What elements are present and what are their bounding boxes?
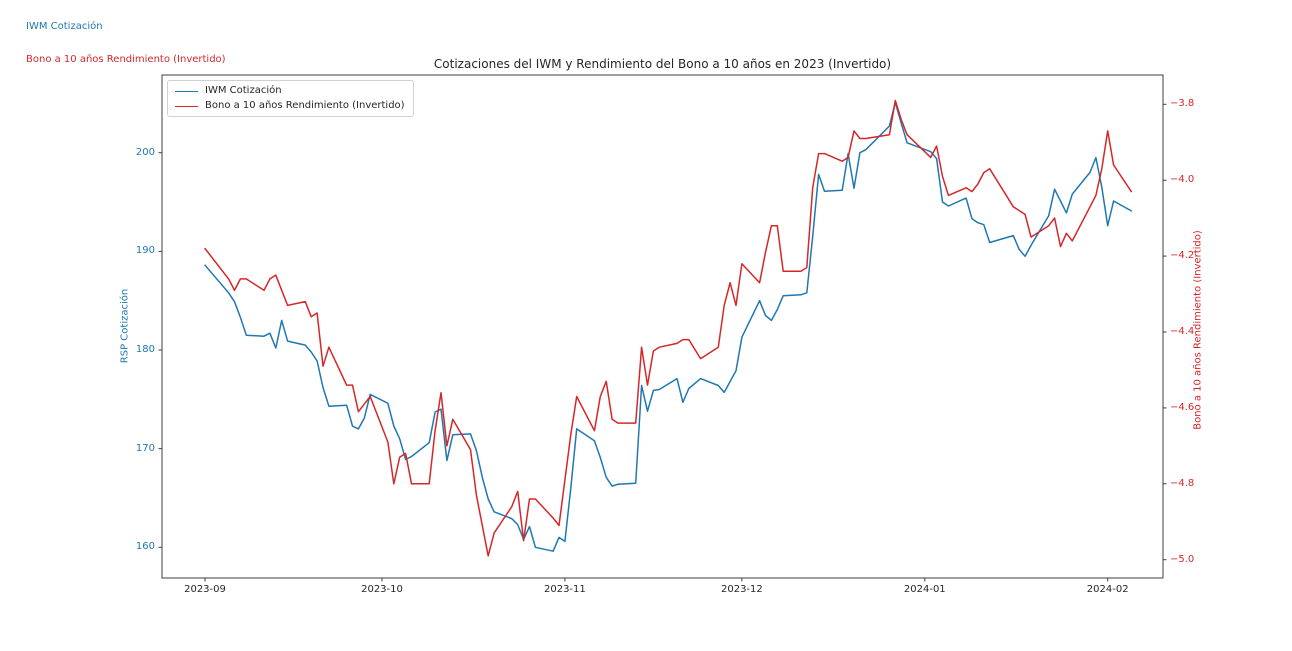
legend-line-swatch — [175, 90, 198, 92]
left-y-tick-label: 190 — [135, 245, 155, 257]
right-y-tick-label: −4.6 — [1170, 401, 1195, 413]
legend-label: Bono a 10 años Rendimiento (Invertido) — [205, 100, 405, 111]
x-tick-label: 2023-11 — [543, 584, 586, 595]
x-tick-label: 2023-10 — [361, 584, 403, 595]
right-y-tick-label: −5.0 — [1170, 553, 1195, 565]
right-y-tick-label: −4.0 — [1170, 174, 1195, 186]
axis-ticks — [158, 103, 1167, 582]
plot-border — [161, 74, 1164, 579]
left-y-tick-label: 180 — [135, 344, 155, 355]
bond-line-series — [204, 99, 1133, 557]
left-y-tick-label: 200 — [135, 146, 155, 158]
right-y-tick-label: −4.2 — [1170, 250, 1195, 262]
legend-line-swatch — [175, 105, 198, 107]
left-y-tick-label: 160 — [135, 541, 155, 553]
left-y-tick-label: 170 — [135, 442, 155, 454]
legend-box: IWM Cotización Bono a 10 años Rendimiento… — [167, 80, 414, 117]
right-y-tick-label: −4.8 — [1170, 477, 1195, 489]
chart-title: Cotizaciones del IWM y Rendimiento del B… — [433, 57, 892, 71]
stray-label-bond: Bono a 10 años Rendimiento (Invertido) — [26, 54, 226, 65]
right-y-tick-label: −3.8 — [1170, 98, 1195, 110]
legend-label: IWM Cotización — [205, 85, 282, 96]
legend-item: IWM Cotización — [175, 85, 405, 97]
x-tick-label: 2024-01 — [903, 584, 946, 595]
right-y-tick-label: −4.4 — [1170, 326, 1195, 337]
x-tick-label: 2023-09 — [184, 584, 226, 595]
x-tick-label: 2023-12 — [720, 584, 763, 595]
iwm-line-series — [204, 101, 1133, 552]
legend-item: Bono a 10 años Rendimiento (Invertido) — [175, 100, 405, 112]
x-tick-label: 2024-02 — [1086, 584, 1129, 595]
stray-label-iwm: IWM Cotización — [26, 21, 103, 32]
